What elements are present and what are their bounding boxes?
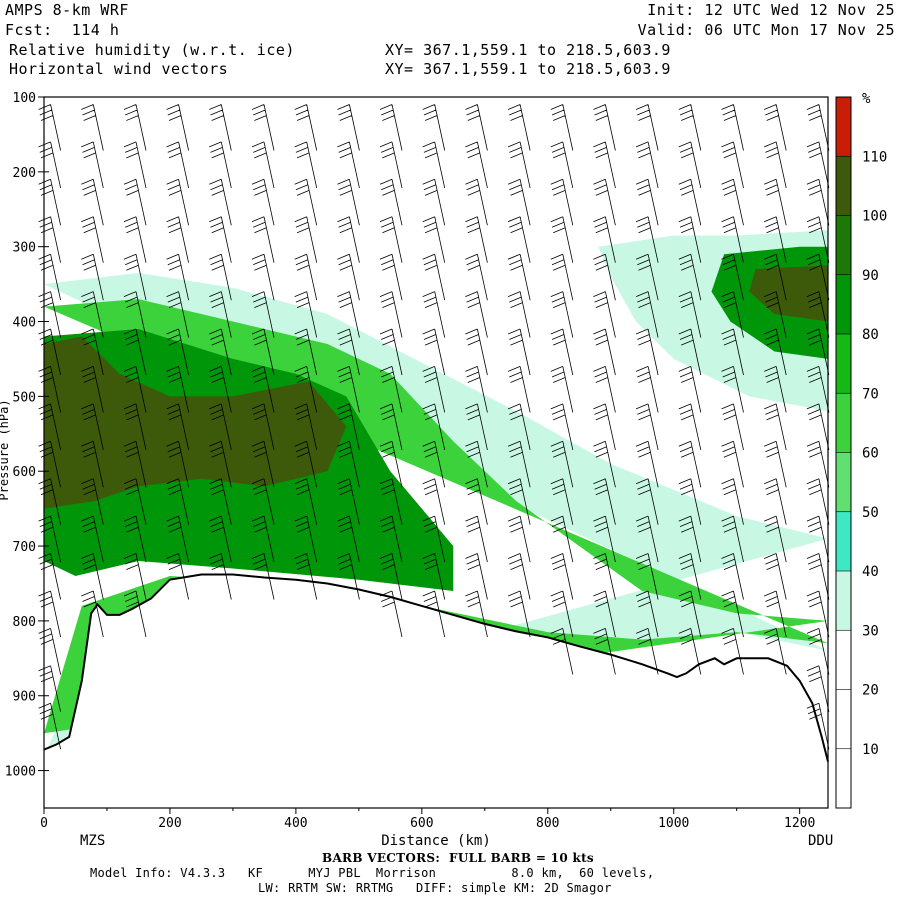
x-tick-label: 200 xyxy=(158,816,181,831)
colorbar-segment xyxy=(836,97,851,157)
colorbar-label: 110 xyxy=(862,149,887,165)
physics-info: LW: RRTM SW: RRTMG DIFF: simple KM: 2D S… xyxy=(258,881,612,895)
start-location-label: MZS xyxy=(80,833,105,849)
x-tick-label: 0 xyxy=(40,816,48,831)
colorbar-label: 30 xyxy=(862,623,879,639)
x-tick-label: 600 xyxy=(410,816,433,831)
x-tick-label: 400 xyxy=(284,816,307,831)
colorbar-segment xyxy=(836,452,851,512)
x-tick-label: 800 xyxy=(536,816,559,831)
rh-band-100-6 xyxy=(749,265,828,322)
x-axis-title: Distance (km) xyxy=(381,833,491,849)
wind-barb-column xyxy=(806,104,830,750)
wind-barb-column xyxy=(123,104,147,638)
colorbar-segment xyxy=(836,748,851,808)
colorbar-segment xyxy=(836,689,851,749)
wind-barb-column xyxy=(465,104,488,638)
x-tick-label: 1200 xyxy=(784,816,815,831)
y-tick-label: 600 xyxy=(13,465,36,480)
wind-barb-column xyxy=(209,104,232,600)
wind-barb-column xyxy=(764,104,787,675)
colorbar-segment xyxy=(836,156,851,216)
colorbar-segment xyxy=(836,393,851,453)
plot-frame xyxy=(43,96,829,809)
y-tick-label: 900 xyxy=(13,690,36,705)
colorbar-unit: % xyxy=(862,91,871,107)
header-xy-rh: XY= 367.1,559.1 to 218.5,603.9 xyxy=(385,41,671,59)
model-info: Model Info: V4.3.3 KF MYJ PBL Morrison 8… xyxy=(90,866,655,880)
wind-barb-column xyxy=(166,104,189,600)
colorbar-label: 100 xyxy=(862,209,887,225)
colorbar-label: 90 xyxy=(862,268,879,284)
header-valid: Valid: 06 UTC Mon 17 Nov 25 xyxy=(637,21,895,39)
wind-barb-column xyxy=(379,104,403,638)
colorbar-segment xyxy=(836,630,851,690)
colorbar-label: 10 xyxy=(862,742,879,758)
header-model: AMPS 8-km WRF xyxy=(5,1,129,19)
end-location-label: DDU xyxy=(808,833,833,849)
terrain-mask xyxy=(44,574,828,808)
wind-barb-column xyxy=(507,104,531,638)
y-tick-label: 1000 xyxy=(5,765,36,780)
header-field-wind: Horizontal wind vectors xyxy=(9,60,229,78)
wind-barb-column xyxy=(593,104,616,675)
wind-barb-column xyxy=(251,104,275,600)
wind-barb-column xyxy=(550,104,574,675)
colorbar-label: 50 xyxy=(862,505,879,521)
colorbar-label: 70 xyxy=(862,386,879,402)
x-tick-label: 1000 xyxy=(658,816,689,831)
colorbar-segment xyxy=(836,511,851,571)
y-tick-label: 400 xyxy=(13,316,36,331)
y-tick-label: 300 xyxy=(13,241,36,256)
header-field-rh: Relative humidity (w.r.t. ice) xyxy=(9,41,295,59)
wind-barb-column xyxy=(294,104,318,600)
y-tick-label: 700 xyxy=(13,540,36,555)
terrain-outline xyxy=(43,573,829,762)
wind-barb-column xyxy=(678,104,702,675)
rh-band-100-3 xyxy=(44,336,347,509)
colorbar-segment xyxy=(836,571,851,631)
wind-barb-column xyxy=(81,104,104,638)
colorbar-label: 60 xyxy=(862,446,879,462)
barb-legend: BARB VECTORS: FULL BARB = 10 kts xyxy=(322,851,594,865)
colorbar-label: 20 xyxy=(862,683,879,699)
wind-barb-column xyxy=(337,104,360,600)
wind-barb-column xyxy=(721,104,744,675)
colorbar-segment xyxy=(836,274,851,334)
y-axis-title: Pressure (hPa) xyxy=(0,399,11,500)
header-xy-wind: XY= 367.1,559.1 to 218.5,603.9 xyxy=(385,60,671,78)
wind-barb-column xyxy=(635,104,659,675)
y-tick-label: 800 xyxy=(13,615,36,630)
header-init: Init: 12 UTC Wed 12 Nov 25 xyxy=(647,1,895,19)
header-forecast: Fcst: 114 h xyxy=(5,21,120,39)
colorbar-segment xyxy=(836,334,851,394)
colorbar-segment xyxy=(836,215,851,275)
y-tick-label: 200 xyxy=(13,166,36,181)
y-tick-label: 100 xyxy=(13,91,36,106)
wind-barb-column xyxy=(422,104,446,638)
colorbar-label: 80 xyxy=(862,327,879,343)
colorbar-label: 40 xyxy=(862,564,879,580)
y-tick-label: 500 xyxy=(13,390,36,405)
